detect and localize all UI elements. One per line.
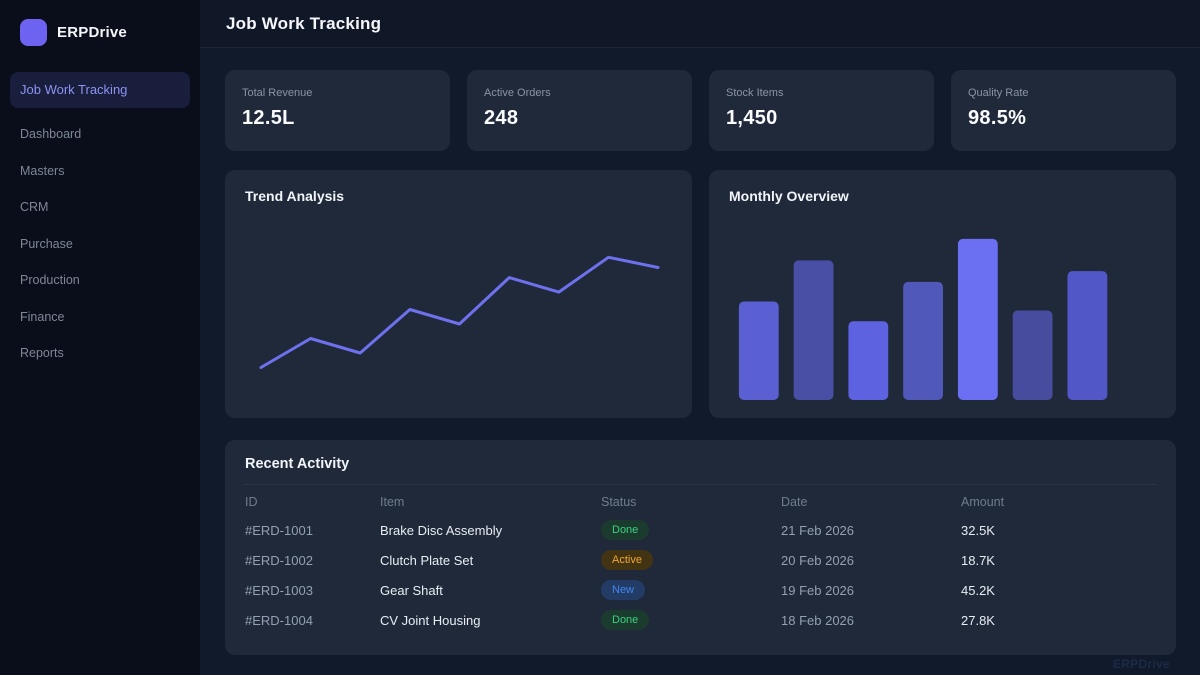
cell-amount: 27.8K	[961, 612, 995, 628]
status-badge: Done	[601, 519, 650, 541]
cell-date: 18 Feb 2026	[781, 612, 855, 628]
monthly-bar-chart	[738, 238, 1108, 400]
stat-value: 12.5L	[242, 107, 295, 129]
cell-status: Active	[601, 549, 781, 571]
recent-activity-card: Recent Activity ID Item Status Date Amount #…	[225, 440, 1176, 655]
bar-6	[1012, 310, 1053, 400]
table-body: #ERD-1001 Brake Disc Assembly Done 21 Feb 2…	[245, 515, 1156, 635]
column-header-amount: Amount	[961, 495, 1005, 509]
cell-id: #ERD-1003	[245, 582, 313, 598]
sidebar-nav: Job Work Tracking Dashboard Masters CRM Purc…	[0, 72, 200, 371]
brand: ERPDrive	[0, 0, 200, 46]
main-content: Total Revenue 12.5L Active Orders 248 Stock …	[200, 48, 1200, 675]
cell-date: 21 Feb 2026	[781, 522, 855, 538]
stat-label: Stock Items	[726, 87, 784, 99]
sidebar-item-finance[interactable]: Finance	[20, 309, 65, 324]
cell-date: 19 Feb 2026	[781, 582, 855, 598]
watermark: ERPDrive	[1112, 657, 1170, 671]
column-header-id: ID	[245, 495, 258, 509]
trend-line-chart	[259, 255, 660, 369]
bar-3	[848, 321, 889, 400]
column-header-status: Status	[601, 495, 637, 509]
monthly-overview-title: Monthly Overview	[729, 188, 849, 204]
recent-activity-title: Recent Activity	[245, 456, 1156, 485]
column-header-date: Date	[781, 495, 808, 509]
brand-logo-icon	[20, 19, 47, 46]
cell-item: Clutch Plate Set	[380, 552, 474, 568]
sidebar-item-masters[interactable]: Masters	[20, 163, 65, 178]
cell-date: 20 Feb 2026	[781, 552, 855, 568]
stat-value: 1,450	[726, 107, 778, 129]
stat-card-active-orders: Active Orders 248	[467, 70, 692, 151]
cell-item: Brake Disc Assembly	[380, 522, 503, 538]
cell-amount: 32.5K	[961, 522, 995, 538]
bar-4	[903, 281, 943, 400]
table-header-row: ID Item Status Date Amount	[245, 489, 1156, 515]
cell-id: #ERD-1001	[245, 522, 313, 538]
stat-label: Quality Rate	[968, 87, 1029, 99]
table-row[interactable]: #ERD-1003 Gear Shaft New 19 Feb 2026 45.2K	[245, 575, 1156, 605]
cell-status: New	[601, 579, 781, 601]
sidebar-item-reports[interactable]: Reports	[20, 346, 64, 361]
cell-item: Gear Shaft	[380, 582, 443, 598]
status-badge: Done	[601, 609, 650, 631]
stats-row: Total Revenue 12.5L Active Orders 248 Stock …	[225, 70, 1176, 151]
status-badge: Active	[601, 549, 653, 571]
cell-item: CV Joint Housing	[380, 612, 481, 628]
cell-status: Done	[601, 519, 781, 541]
sidebar-item-job-work-tracking[interactable]: Job Work Tracking	[10, 72, 190, 109]
bar-7	[1067, 271, 1108, 400]
stat-card-total-revenue: Total Revenue 12.5L	[225, 70, 450, 151]
stat-value: 248	[484, 107, 519, 129]
table-row[interactable]: #ERD-1004 CV Joint Housing Done 18 Feb 2026…	[245, 605, 1156, 635]
sidebar-item-purchase[interactable]: Purchase	[20, 236, 73, 251]
trend-analysis-card: Trend Analysis	[225, 170, 692, 418]
stat-value: 98.5%	[968, 107, 1027, 129]
stat-card-quality-rate: Quality Rate 98.5%	[951, 70, 1176, 151]
cell-id: #ERD-1004	[245, 612, 313, 628]
stat-card-stock-items: Stock Items 1,450	[709, 70, 934, 151]
table-row[interactable]: #ERD-1001 Brake Disc Assembly Done 21 Feb 2…	[245, 515, 1156, 545]
cell-amount: 18.7K	[961, 552, 995, 568]
bar-5	[957, 238, 998, 400]
cell-amount: 45.2K	[961, 582, 995, 598]
sidebar: ERPDrive Job Work Tracking Dashboard Maste…	[0, 0, 200, 675]
charts-row: Trend Analysis Monthly Overview	[225, 170, 1176, 418]
stat-label: Total Revenue	[242, 87, 313, 99]
table-row[interactable]: #ERD-1002 Clutch Plate Set Active 20 Feb 20…	[245, 545, 1156, 575]
monthly-overview-card: Monthly Overview	[709, 170, 1176, 418]
sidebar-item-crm[interactable]: CRM	[20, 200, 49, 215]
brand-name: ERPDrive	[57, 24, 127, 41]
bar-1	[738, 301, 779, 400]
trend-analysis-title: Trend Analysis	[245, 188, 345, 204]
cell-status: Done	[601, 609, 781, 631]
bar-2	[793, 260, 834, 400]
status-badge: New	[601, 579, 646, 601]
page-title: Job Work Tracking	[226, 13, 382, 33]
topbar: Job Work Tracking	[200, 0, 1200, 48]
cell-id: #ERD-1002	[245, 552, 313, 568]
sidebar-item-production[interactable]: Production	[20, 273, 80, 288]
column-header-item: Item	[380, 495, 405, 509]
trend-line-series	[259, 255, 660, 369]
sidebar-item-dashboard[interactable]: Dashboard	[20, 127, 82, 142]
stat-label: Active Orders	[484, 87, 551, 99]
